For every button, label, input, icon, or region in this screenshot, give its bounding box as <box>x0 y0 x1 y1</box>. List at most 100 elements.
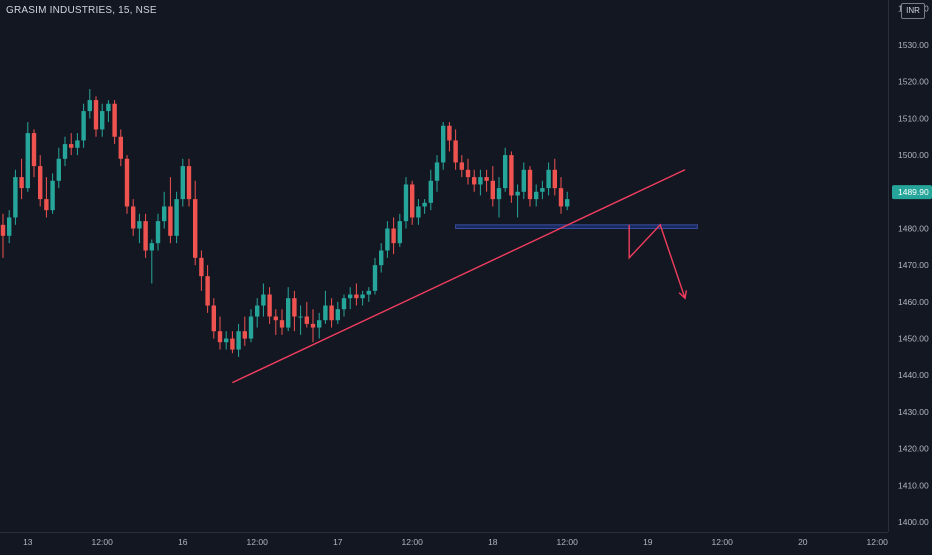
candle <box>31 129 37 178</box>
candle-body <box>410 184 415 218</box>
candle <box>25 122 30 192</box>
candle <box>515 184 520 218</box>
candle <box>230 331 235 354</box>
candle <box>484 169 489 192</box>
candle-body <box>540 188 545 192</box>
candle-body <box>261 294 266 306</box>
time-tick-label: 19 <box>643 537 653 547</box>
candle-body <box>186 166 192 200</box>
candle <box>428 169 433 211</box>
candle-body <box>193 199 198 258</box>
candle-body <box>447 125 452 141</box>
candle-body <box>62 144 68 159</box>
candle <box>75 133 80 156</box>
candle <box>496 177 502 218</box>
candle-body <box>496 188 502 200</box>
candle <box>509 151 514 203</box>
candle-body <box>534 191 539 200</box>
candle <box>118 129 123 167</box>
candle <box>472 169 477 192</box>
candle <box>478 169 483 196</box>
candle-body <box>131 206 136 229</box>
candle <box>193 180 198 266</box>
candle-body <box>143 221 148 251</box>
price-tick-label: 1520.00 <box>898 77 929 87</box>
candle <box>286 287 291 332</box>
candle <box>38 155 43 207</box>
candle-body <box>292 298 297 317</box>
candle <box>304 301 309 328</box>
candle <box>255 298 260 328</box>
candle <box>267 287 272 324</box>
candle-body <box>100 111 105 130</box>
candle <box>310 309 316 343</box>
candle-body <box>31 133 37 167</box>
price-tick-label: 1430.00 <box>898 407 929 417</box>
candle <box>7 210 12 244</box>
candle-body <box>69 144 74 148</box>
candle <box>236 323 241 357</box>
price-tick-label: 1470.00 <box>898 260 929 270</box>
candle <box>348 287 353 310</box>
candle-body <box>242 331 247 339</box>
candle-body <box>472 177 477 185</box>
candle <box>137 213 142 244</box>
candle <box>13 169 18 225</box>
currency-badge[interactable]: INR <box>901 3 925 19</box>
candle <box>372 257 378 295</box>
candle-body <box>211 305 216 332</box>
candle-body <box>490 180 495 200</box>
candle-body <box>180 166 185 200</box>
candle <box>224 331 229 350</box>
time-tick-label: 16 <box>178 537 188 547</box>
candle-body <box>416 206 421 218</box>
candle-body <box>230 338 235 350</box>
candle-body <box>552 169 557 189</box>
time-tick-label: 13 <box>23 537 33 547</box>
candle <box>360 290 365 306</box>
price-tick-label: 1480.00 <box>898 223 929 233</box>
candle-body <box>118 136 123 159</box>
candle-body <box>329 305 334 321</box>
candle-body <box>372 265 378 291</box>
time-tick-label: 12:00 <box>247 537 269 547</box>
candle-body <box>565 199 570 207</box>
candle-body <box>453 140 458 163</box>
candle <box>143 213 148 258</box>
time-tick-label: 20 <box>798 537 808 547</box>
candle-body <box>335 309 340 321</box>
candle <box>87 89 92 119</box>
candle-body <box>199 257 204 277</box>
candle <box>465 158 471 185</box>
candle <box>248 309 254 343</box>
price-tick-label: 1400.00 <box>898 517 929 527</box>
candle <box>527 166 533 207</box>
candle-body <box>304 316 309 324</box>
candle-body <box>93 100 99 130</box>
candle-body <box>465 169 471 178</box>
candle <box>391 217 396 255</box>
candle <box>106 100 111 123</box>
candle-body <box>267 294 272 317</box>
candle-body <box>403 184 409 222</box>
time-axis[interactable]: 13 12:00 16 12:00 17 12:00 18 12:00 19 12:00 20 12:… <box>23 537 888 547</box>
candle <box>422 199 427 214</box>
price-axis[interactable]: 1400.00 1410.00 1420.00 1430.00 1440.00 1450.… <box>892 3 932 527</box>
candle <box>69 133 74 156</box>
candle <box>490 166 495 207</box>
candle-body <box>106 103 111 112</box>
candle <box>534 184 539 207</box>
candle-body <box>75 140 80 148</box>
candle-body <box>25 133 30 189</box>
time-tick-label: 12:00 <box>712 537 734 547</box>
candle <box>521 162 526 200</box>
candle <box>56 147 61 189</box>
candle <box>155 213 161 251</box>
candle-body <box>298 316 303 318</box>
candle-body <box>168 206 173 236</box>
candle-body <box>248 316 254 339</box>
candle <box>180 158 185 207</box>
